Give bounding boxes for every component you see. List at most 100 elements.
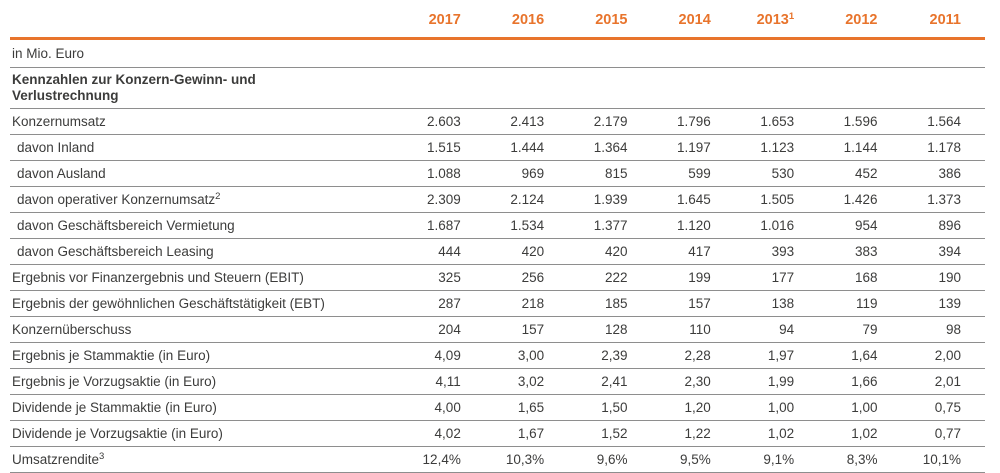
cell-value: 2.309 [377, 186, 461, 213]
cell-value: 110 [627, 316, 711, 343]
cell-value: 139 [877, 290, 985, 317]
footnote-marker: 3 [99, 451, 105, 462]
cell-value: 1,22 [627, 420, 711, 447]
table-row: Ergebnis je Stammaktie (in Euro) 4,09 3,… [10, 342, 985, 369]
cell-value: 0,75 [877, 394, 985, 421]
cell-value: 1,50 [544, 394, 628, 421]
cell-value: 4,00 [377, 394, 461, 421]
row-label-cell: Ergebnis je Stammaktie (in Euro) [10, 342, 378, 369]
table-row: Konzernumsatz 2.603 2.413 2.179 1.796 1.… [10, 108, 985, 135]
cell-value: 1.197 [627, 134, 711, 161]
row-label-cell: Ergebnis vor Finanzergebnis und Steuern … [10, 264, 378, 291]
cell-value: 2,41 [544, 368, 628, 395]
cell-value: 1,99 [710, 368, 795, 395]
table-row: Ergebnis der gewöhnlichen Geschäftstätig… [10, 290, 985, 317]
cell-value: 1,02 [710, 420, 795, 447]
cell-value: 2,28 [627, 342, 711, 369]
year-column-header: 2011 [877, 0, 985, 40]
row-label-cell: Umsatzrendite3 [10, 446, 378, 473]
table-row: Ergebnis je Vorzugsaktie (in Euro) 4,11 … [10, 368, 985, 395]
year-label: 2016 [511, 12, 545, 28]
key-figures-table: 2017 2016 2015 2014 20131 2012 2011 in M… [10, 0, 985, 473]
cell-value: 2.413 [460, 108, 545, 135]
row-label-cell: davon operativer Konzernumsatz2 [10, 186, 378, 213]
cell-value: 9,1% [710, 446, 795, 473]
cell-value: 2,39 [544, 342, 628, 369]
cell-value: 1.645 [627, 186, 711, 213]
row-label-cell: Ergebnis der gewöhnlichen Geschäftstätig… [10, 290, 378, 317]
cell-value: 128 [544, 316, 628, 343]
cell-value: 1.444 [460, 134, 545, 161]
cell-value: 0,77 [877, 420, 985, 447]
row-label-cell: Konzernüberschuss [10, 316, 378, 343]
year-label: 2012 [845, 12, 878, 28]
cell-value: 4,02 [377, 420, 461, 447]
row-label: davon Inland [17, 140, 95, 155]
cell-value: 815 [544, 160, 628, 187]
cell-value: 218 [460, 290, 545, 317]
table-row: Umsatzrendite3 12,4% 10,3% 9,6% 9,5% 9,1… [10, 446, 985, 473]
cell-value: 1.505 [710, 186, 795, 213]
cell-value: 383 [794, 238, 878, 265]
cell-value: 94 [710, 316, 795, 343]
cell-value: 287 [377, 290, 461, 317]
year-label: 2014 [678, 12, 711, 28]
cell-value: 1,20 [627, 394, 711, 421]
year-column-header: 20131 [710, 0, 795, 40]
cell-value: 969 [460, 160, 545, 187]
section-header-row: Kennzahlen zur Konzern-Gewinn- und Verlu… [10, 67, 985, 109]
cell-value: 204 [377, 316, 461, 343]
year-column-header: 2012 [794, 0, 878, 40]
cell-value: 1,64 [794, 342, 878, 369]
cell-value: 386 [877, 160, 985, 187]
cell-value: 12,4% [377, 446, 461, 473]
cell-value: 2,30 [627, 368, 711, 395]
cell-value: 190 [877, 264, 985, 291]
cell-value: 394 [877, 238, 985, 265]
row-label-cell: Konzernumsatz [10, 108, 378, 135]
cell-value: 1,65 [460, 394, 545, 421]
cell-value: 10,1% [877, 446, 985, 473]
cell-value: 1,97 [710, 342, 795, 369]
cell-value: 199 [627, 264, 711, 291]
table-row: Konzernüberschuss 204 157 128 110 94 79 … [10, 316, 985, 343]
cell-value: 896 [877, 212, 985, 239]
footnote-marker: 1 [788, 11, 795, 22]
cell-value: 1.687 [377, 212, 461, 239]
cell-value: 1.123 [710, 134, 795, 161]
row-label-cell: davon Inland [10, 134, 378, 161]
cell-value: 1.373 [877, 186, 985, 213]
table-row: davon operativer Konzernumsatz2 2.309 2.… [10, 186, 985, 213]
cell-value: 185 [544, 290, 628, 317]
table-header-row: 2017 2016 2015 2014 20131 2012 2011 [10, 0, 985, 40]
unit-label: in Mio. Euro [10, 38, 985, 68]
cell-value: 4,09 [377, 342, 461, 369]
cell-value: 157 [460, 316, 545, 343]
row-label: Dividende je Stammaktie (in Euro) [12, 400, 217, 415]
row-label: Ergebnis der gewöhnlichen Geschäftstätig… [12, 296, 325, 311]
cell-value: 222 [544, 264, 628, 291]
cell-value: 1.426 [794, 186, 878, 213]
cell-value: 1.596 [794, 108, 878, 135]
row-label: davon Geschäftsbereich Leasing [17, 244, 214, 259]
cell-value: 1.939 [544, 186, 628, 213]
row-label: Dividende je Vorzugsaktie (in Euro) [12, 426, 223, 441]
cell-value: 1.653 [710, 108, 795, 135]
cell-value: 168 [794, 264, 878, 291]
year-label: 2011 [929, 12, 961, 28]
cell-value: 1.120 [627, 212, 711, 239]
cell-value: 1.515 [377, 134, 461, 161]
row-label-cell: Dividende je Vorzugsaktie (in Euro) [10, 420, 378, 447]
cell-value: 420 [460, 238, 545, 265]
cell-value: 9,5% [627, 446, 711, 473]
cell-value: 3,02 [460, 368, 545, 395]
table-row: Dividende je Stammaktie (in Euro) 4,00 1… [10, 394, 985, 421]
cell-value: 420 [544, 238, 628, 265]
row-label-cell: davon Geschäftsbereich Vermietung [10, 212, 378, 239]
cell-value: 119 [794, 290, 878, 317]
cell-value: 1.178 [877, 134, 985, 161]
cell-value: 8,3% [794, 446, 878, 473]
cell-value: 1.364 [544, 134, 628, 161]
row-label: Konzernumsatz [12, 114, 106, 129]
year-label: 2015 [595, 12, 628, 28]
